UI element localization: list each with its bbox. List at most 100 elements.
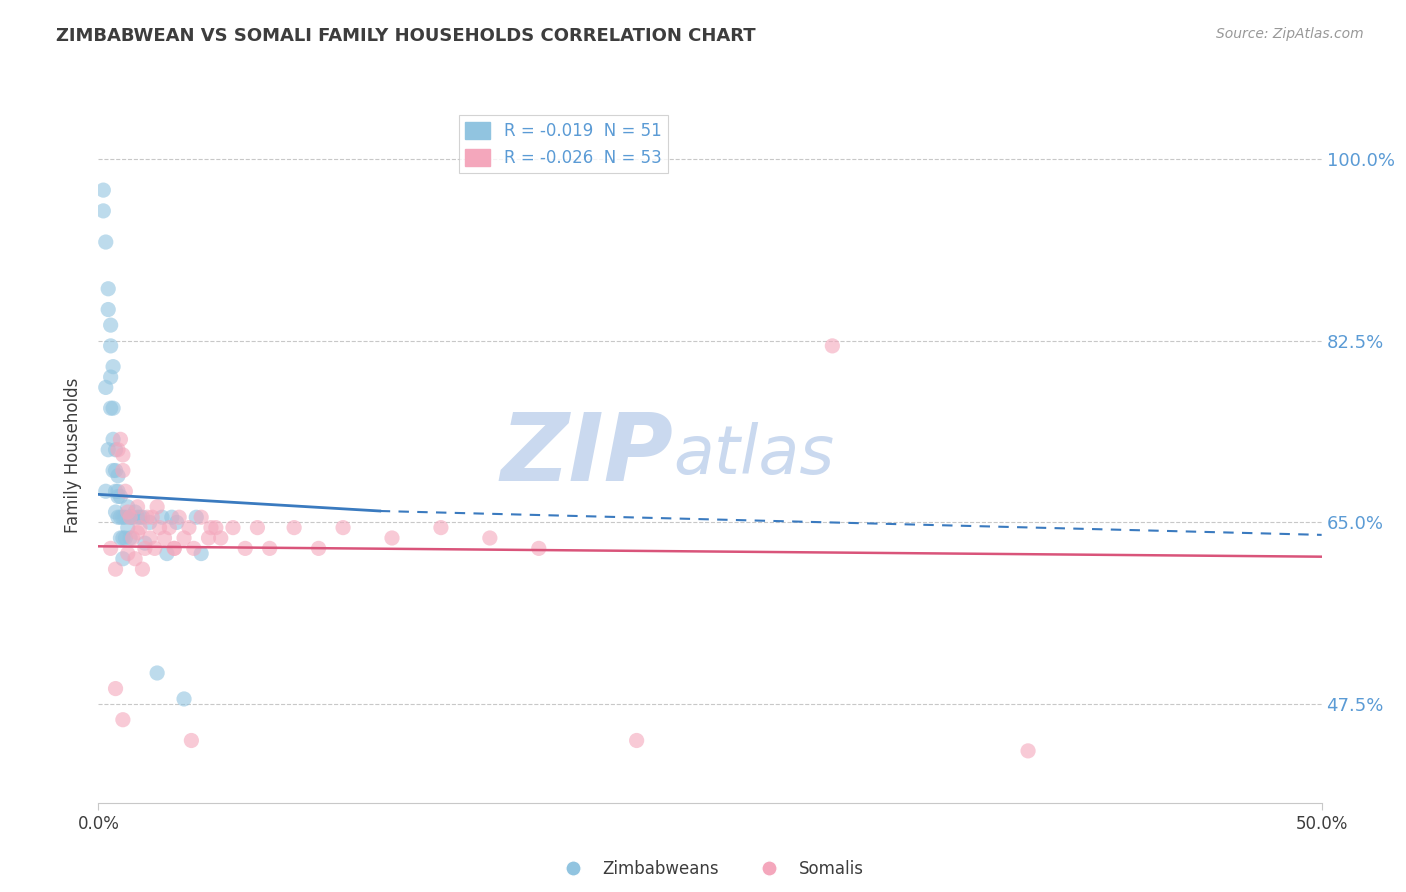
- Point: [120, 510, 142, 524]
- Point: [117, 505, 139, 519]
- Point: [124, 551, 146, 566]
- Point: [150, 510, 173, 524]
- Point: [104, 463, 127, 477]
- Point: [127, 525, 149, 540]
- Point: [104, 562, 127, 576]
- Point: [143, 541, 166, 556]
- Point: [157, 520, 180, 534]
- Point: [111, 713, 134, 727]
- Point: [626, 733, 648, 747]
- Point: [246, 520, 269, 534]
- Text: atlas: atlas: [673, 422, 834, 488]
- Point: [430, 520, 453, 534]
- Point: [101, 359, 124, 374]
- Point: [478, 531, 501, 545]
- Point: [160, 510, 183, 524]
- Point: [381, 531, 404, 545]
- Point: [114, 510, 136, 524]
- Point: [121, 510, 143, 524]
- Point: [107, 490, 129, 504]
- Point: [94, 484, 117, 499]
- Point: [100, 318, 122, 332]
- Point: [104, 505, 127, 519]
- Point: [101, 401, 124, 416]
- Point: [100, 339, 122, 353]
- Point: [94, 235, 117, 249]
- Point: [166, 516, 188, 530]
- Point: [1017, 744, 1039, 758]
- Point: [110, 531, 132, 545]
- Point: [186, 510, 208, 524]
- Point: [107, 468, 129, 483]
- Point: [111, 531, 134, 545]
- Point: [120, 531, 142, 545]
- Point: [205, 520, 228, 534]
- Point: [124, 505, 146, 519]
- Point: [107, 484, 129, 499]
- Point: [139, 531, 162, 545]
- Point: [167, 510, 190, 524]
- Point: [308, 541, 330, 556]
- Point: [129, 520, 152, 534]
- Point: [129, 510, 152, 524]
- Point: [127, 500, 149, 514]
- Point: [180, 733, 202, 747]
- Point: [101, 463, 124, 477]
- Point: [332, 520, 354, 534]
- Point: [117, 520, 139, 534]
- Point: [156, 547, 179, 561]
- Point: [283, 520, 305, 534]
- Point: [111, 551, 134, 566]
- Point: [117, 500, 139, 514]
- Point: [104, 442, 127, 457]
- Point: [259, 541, 281, 556]
- Point: [146, 665, 169, 680]
- Point: [190, 547, 212, 561]
- Point: [173, 531, 195, 545]
- Point: [149, 520, 172, 534]
- Point: [139, 516, 162, 530]
- Point: [114, 531, 136, 545]
- Point: [200, 520, 222, 534]
- Point: [146, 500, 169, 514]
- Point: [111, 510, 134, 524]
- Point: [104, 681, 127, 696]
- Point: [197, 531, 219, 545]
- Point: [141, 510, 163, 524]
- Point: [163, 541, 186, 556]
- Point: [127, 510, 149, 524]
- Point: [97, 282, 120, 296]
- Point: [107, 442, 129, 457]
- Point: [153, 531, 176, 545]
- Point: [104, 484, 127, 499]
- Point: [110, 490, 132, 504]
- Point: [101, 433, 124, 447]
- Point: [91, 183, 114, 197]
- Point: [209, 531, 232, 545]
- Point: [100, 541, 122, 556]
- Point: [117, 547, 139, 561]
- Text: ZIMBABWEAN VS SOMALI FAMILY HOUSEHOLDS CORRELATION CHART: ZIMBABWEAN VS SOMALI FAMILY HOUSEHOLDS C…: [56, 27, 756, 45]
- Point: [222, 520, 245, 534]
- Point: [107, 510, 129, 524]
- Point: [91, 203, 114, 218]
- Point: [131, 562, 153, 576]
- Point: [97, 302, 120, 317]
- Point: [134, 541, 156, 556]
- Text: ZIP: ZIP: [501, 409, 673, 501]
- Point: [111, 448, 134, 462]
- Point: [100, 401, 122, 416]
- Legend: Zimbabweans, Somalis: Zimbabweans, Somalis: [550, 854, 870, 885]
- Point: [177, 520, 200, 534]
- Point: [233, 541, 256, 556]
- Y-axis label: Family Households: Family Households: [65, 377, 83, 533]
- Point: [110, 433, 132, 447]
- Point: [136, 510, 159, 524]
- Point: [173, 692, 195, 706]
- Point: [190, 510, 212, 524]
- Point: [111, 463, 134, 477]
- Point: [131, 510, 153, 524]
- Text: Source: ZipAtlas.com: Source: ZipAtlas.com: [1216, 27, 1364, 41]
- Point: [110, 510, 132, 524]
- Point: [821, 339, 844, 353]
